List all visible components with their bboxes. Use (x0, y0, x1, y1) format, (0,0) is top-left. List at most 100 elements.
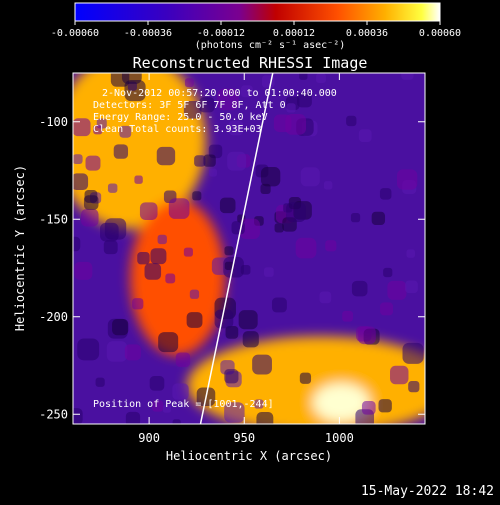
heat-texture-cell (73, 154, 83, 164)
heat-texture-cell (224, 246, 234, 256)
heat-texture-cell (316, 73, 326, 84)
colorbar-tick-label: 0.00012 (273, 28, 315, 39)
heat-texture-cell (156, 146, 176, 166)
colorbar-tick-label: -0.00012 (197, 28, 245, 39)
x-tick-label: 1000 (325, 431, 354, 445)
solar-limb-line (199, 73, 274, 424)
heat-texture-cell (225, 325, 239, 339)
heat-texture-cell (73, 173, 89, 191)
heat-texture-cell (113, 144, 129, 159)
heat-texture-cell (194, 155, 206, 167)
peak-position-label: Position of Peak = [1001,-244] (93, 399, 274, 410)
heat-texture-cell (224, 369, 239, 384)
heat-texture-cell (286, 103, 296, 113)
heat-texture-cell (112, 318, 129, 336)
heat-texture-cell (402, 342, 424, 364)
heat-texture-cell (186, 312, 203, 328)
heat-texture-cell (73, 408, 83, 424)
colorbar (74, 2, 441, 22)
heat-texture-cell (132, 298, 144, 310)
heat-texture-cell (85, 155, 101, 171)
heat-texture-cell (300, 167, 320, 187)
heat-texture-cell (390, 365, 409, 385)
heat-texture-cell (263, 267, 274, 277)
annotation-time-range: 2-Nov-2012 00:57:20.000 to 01:00:40.000 (102, 88, 337, 99)
heat-texture-cell (125, 411, 141, 424)
heat-texture-cell (165, 273, 176, 284)
heat-texture-cell (183, 100, 202, 119)
heat-texture-cell (189, 289, 200, 299)
heat-texture-cell (342, 310, 353, 322)
colorbar-tick-label: 0.00036 (346, 28, 388, 39)
heat-texture-cell (158, 332, 179, 353)
annotation-counts: Clean Total counts: 3.93E+03 (93, 124, 262, 135)
heat-texture-cell (74, 261, 93, 280)
heat-texture-cell (106, 341, 128, 362)
footer-timestamp: 15-May-2022 18:42 (361, 484, 494, 499)
heat-texture-cell (175, 352, 191, 367)
heatmap-image (73, 73, 425, 424)
heat-texture-cell (77, 338, 100, 361)
y-tick-label: -250 (39, 407, 68, 421)
heat-texture-cell (286, 202, 306, 223)
heat-texture-cell (346, 115, 357, 127)
heat-texture-cell (358, 129, 372, 143)
heat-texture-cell (199, 97, 215, 113)
heat-region-left-band (130, 199, 226, 356)
heat-texture-cell (214, 309, 234, 329)
heat-texture-cell (100, 222, 119, 242)
heat-texture-cell (323, 181, 333, 190)
heat-texture-cell (299, 372, 312, 384)
heat-texture-cell (405, 280, 418, 294)
heat-texture-cell (379, 188, 392, 200)
heat-texture-cell (151, 400, 164, 412)
annotation-energy-range: Energy Range: 25.0 - 50.0 keV (93, 112, 268, 123)
heat-texture-cell (172, 419, 181, 424)
heat-texture-cell (139, 202, 158, 220)
annotation-detectors: Detectors: 3F 5F 6F 7F 8F, Att 0 (93, 100, 286, 111)
colorbar-unit-label: (photons cm⁻² s⁻¹ asec⁻²) (195, 40, 346, 51)
heat-texture-cell (150, 248, 167, 265)
heat-texture-cell (231, 221, 245, 235)
heat-texture-cell (134, 175, 143, 184)
heat-texture-cell (383, 267, 393, 278)
heat-texture-cell (119, 125, 132, 138)
heat-texture-cell (274, 223, 284, 233)
heat-texture-cell (110, 73, 130, 87)
heat-texture-cell (157, 234, 167, 245)
heat-texture-cell (107, 183, 118, 193)
x-axis-ticks: 900 950 1000 (138, 73, 354, 445)
heat-texture-cell (295, 237, 317, 259)
heat-texture-cell (73, 236, 81, 252)
heat-texture-cell (254, 399, 264, 409)
heat-texture-cell (240, 85, 253, 98)
heat-texture-cell (285, 114, 307, 135)
heat-texture-cell (93, 125, 103, 135)
x-axis-label: Heliocentric X (arcsec) (166, 449, 332, 463)
heat-texture-cell (378, 399, 392, 413)
colorbar-ticks: -0.00060 -0.00036 -0.00012 0.00012 0.00036 0.… (51, 21, 461, 39)
y-tick-label: -150 (39, 212, 68, 226)
heat-texture-cell (296, 92, 312, 108)
heat-texture-cell (103, 240, 118, 255)
heat-texture-cell (401, 73, 414, 80)
heat-texture-cell (172, 383, 189, 400)
heat-texture-cell (184, 78, 194, 88)
heat-texture-cell (271, 297, 287, 313)
heat-texture-cell (227, 151, 247, 171)
colorbar-tick-label: -0.00036 (124, 28, 172, 39)
heat-texture-cell (358, 326, 376, 345)
colorbar-tick-label: 0.00060 (419, 28, 461, 39)
heat-texture-cell (81, 208, 99, 227)
heat-texture-cell (252, 354, 272, 375)
heat-texture-cell (228, 120, 244, 136)
heat-texture-cell (408, 380, 420, 393)
heat-texture-cell (396, 169, 418, 190)
heat-texture-cell (239, 218, 260, 240)
chart-title: Reconstructed RHESSI Image (133, 54, 368, 72)
heat-texture-cell (260, 167, 281, 187)
heat-texture-cell (192, 191, 202, 201)
heat-texture-cell (95, 377, 105, 387)
heat-texture-cell (242, 331, 259, 348)
